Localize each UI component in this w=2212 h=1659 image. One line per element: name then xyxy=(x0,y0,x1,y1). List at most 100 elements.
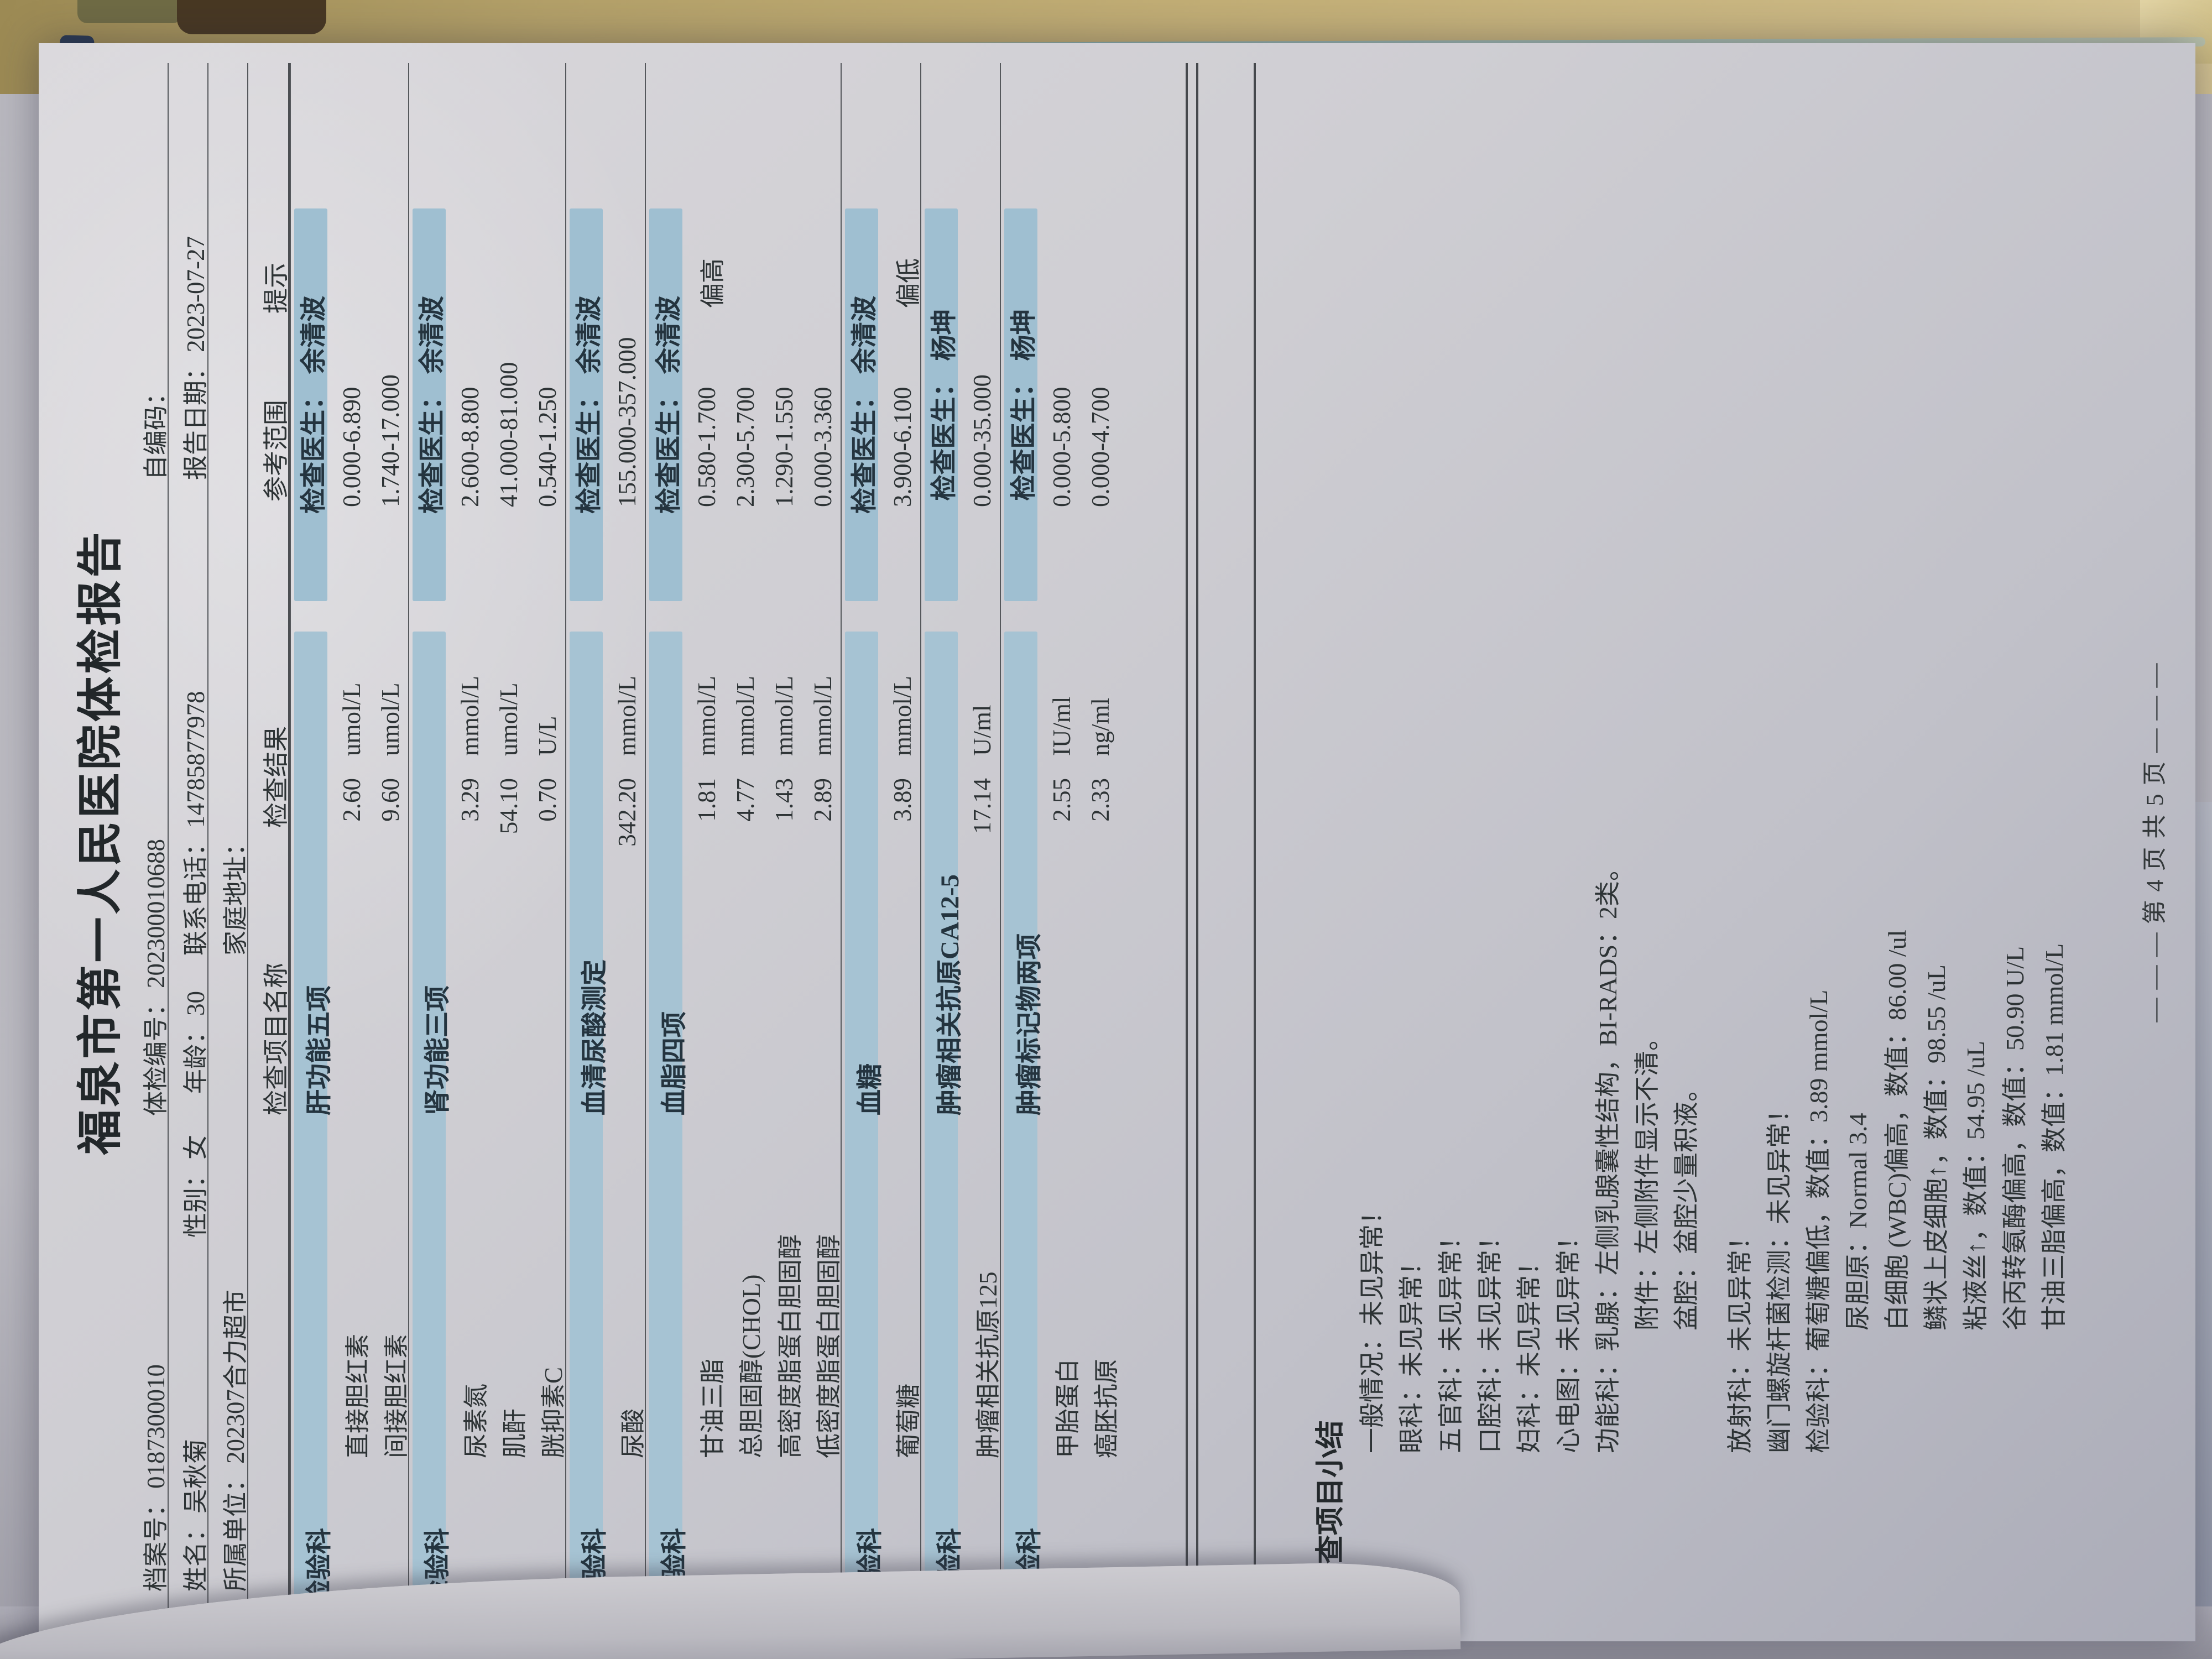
section-name: 肝功能五项 xyxy=(305,985,334,1115)
test-reference-range: 0.540-1.250 xyxy=(534,387,561,508)
section-doctor-chip: 检查医生： 余清波 xyxy=(294,208,328,601)
doctor-label: 检查医生： xyxy=(654,384,684,514)
test-row: 高密度脂蛋白胆固醇 1.43 mmol/L 1.290-1.550 xyxy=(763,63,804,1621)
test-row: 尿酸 342.20 mmol/L 155.000-357.000 xyxy=(606,63,647,1621)
info-label: 档案号： xyxy=(142,1491,170,1592)
info-value: 202300010688 xyxy=(142,838,170,988)
test-result-value: 9.60 xyxy=(377,778,404,822)
info-label: 性别： xyxy=(182,1162,210,1238)
section-band-background xyxy=(413,632,446,1621)
test-row: 肌酐 54.10 umol/L 41.000-81.000 xyxy=(488,63,529,1621)
test-item-name: 肿瘤相关抗原125 xyxy=(974,1271,1002,1458)
test-item-name: 甘油三脂 xyxy=(699,1358,727,1458)
info-field: 档案号：0187300010 xyxy=(135,1364,171,1592)
info-field: 体检编号： 202300010688 xyxy=(135,839,171,1116)
test-result-unit: mmol/L xyxy=(732,676,759,756)
col-header-hint: 提示 xyxy=(262,263,290,314)
info-field: 年龄： 30 xyxy=(175,991,211,1094)
summary-line: 附件：左侧附件显示不清。 xyxy=(1633,1025,1661,1331)
report-content: 福泉市第一人民医院体检报告 档案号：0187300010 体检编号： 2023000… xyxy=(39,43,2170,1641)
background-object xyxy=(77,0,182,23)
section-band-background xyxy=(649,632,682,1621)
background-object-dark xyxy=(177,0,326,34)
section-doctor-chip: 检查医生： 余清波 xyxy=(570,208,604,601)
doctor-label: 检查医生： xyxy=(418,384,447,514)
summary-line: 妇科：未见异常！ xyxy=(1515,1250,1543,1453)
test-result-value: 1.43 xyxy=(770,778,798,822)
test-reference-range: 2.300-5.700 xyxy=(732,387,759,508)
info-field: 所属单位： 202307合力超市 xyxy=(215,1290,251,1592)
test-result-value: 54.10 xyxy=(495,778,523,834)
info-value: 202307合力超市 xyxy=(222,1289,249,1464)
section-header-band: 检验科 肿瘤相关抗原CA12-5 检查医生： 杨坤 xyxy=(920,63,964,1621)
test-result-unit: mmol/L xyxy=(889,676,916,756)
divider-line xyxy=(1254,63,1256,1621)
col-header-result: 检查结果 xyxy=(262,726,290,828)
doctor-name: 杨坤 xyxy=(1009,309,1039,361)
info-value: 吴秋菊 xyxy=(182,1438,210,1514)
doctor-label: 检查医生： xyxy=(850,384,879,514)
test-reference-range: 1.740-17.000 xyxy=(377,374,404,507)
test-result-value: 342.20 xyxy=(613,778,641,847)
section-band-background xyxy=(1004,632,1037,1621)
test-hint: 偏高 xyxy=(699,258,727,308)
test-reference-range: 0.000-3.360 xyxy=(809,387,837,508)
section-header-band: 检验科 血脂四项 检查医生： 余清波 xyxy=(645,63,689,1621)
test-reference-range: 41.000-81.000 xyxy=(495,362,523,508)
report-page: 福泉市第一人民医院体检报告 档案号：0187300010 体检编号： 2023000… xyxy=(39,43,2195,1641)
test-item-name: 癌胚抗原 xyxy=(1093,1358,1120,1458)
section-band-background xyxy=(294,632,327,1621)
section-header-band: 检验科 血清尿酸测定 检查医生： 余清波 xyxy=(565,63,609,1621)
section-band-background xyxy=(570,632,603,1621)
test-row: 甘油三脂 1.81 mmol/L 0.580-1.700 偏高 xyxy=(686,63,727,1621)
doctor-name: 余清波 xyxy=(299,296,328,374)
summary-heading: 检查项目小结 xyxy=(1315,1420,1347,1593)
doctor-name: 余清波 xyxy=(418,296,447,374)
info-field: 家庭地址： xyxy=(215,828,251,956)
section-name: 血脂四项 xyxy=(660,1011,689,1115)
test-result-unit: mmol/L xyxy=(693,676,721,756)
report-title: 福泉市第一人民医院体检报告 xyxy=(75,529,126,1155)
test-row: 低密度脂蛋白胆固醇 2.89 mmol/L 0.000-3.360 xyxy=(802,63,843,1621)
section-name: 肿瘤相关抗原CA12-5 xyxy=(936,874,964,1115)
test-result-unit: U/L xyxy=(534,716,561,757)
page-number-footer: — — — 第 4 页 共 5 页 — — — xyxy=(2141,662,2168,1022)
test-result-value: 4.77 xyxy=(732,778,759,822)
test-result-value: 17.14 xyxy=(968,778,996,834)
doctor-label: 检查医生： xyxy=(1009,371,1039,501)
test-row: 总胆固醇(CHOL) 4.77 mmol/L 2.300-5.700 xyxy=(724,63,765,1621)
test-reference-range: 155.000-357.000 xyxy=(613,337,641,508)
section-header-band: 检验科 肿瘤标记物两项 检查医生： 杨坤 xyxy=(1000,63,1044,1621)
info-value: 14785877978 xyxy=(182,691,210,828)
info-field: 联系电话： 14785877978 xyxy=(175,691,211,956)
test-item-name: 葡萄糖 xyxy=(895,1383,922,1458)
summary-lines: 一般情况：未见异常！ 眼科：未见异常！ 五官科：未见异常！ 口腔科：未见异常！ 妇科：未… xyxy=(1353,43,2074,1641)
summary-line: 谷丙转氨酶偏高，数值：50.90 U/L xyxy=(2001,946,2029,1331)
test-result-unit: mmol/L xyxy=(809,676,837,756)
info-label: 所属单位： xyxy=(222,1467,249,1592)
test-item-name: 高密度脂蛋白胆固醇 xyxy=(776,1234,804,1458)
section-name: 肾功能三项 xyxy=(424,985,452,1115)
doctor-label: 检查医生： xyxy=(575,384,604,514)
test-reference-range: 0.000-35.000 xyxy=(968,374,996,507)
info-label: 联系电话： xyxy=(182,831,210,956)
section-name: 肿瘤标记物两项 xyxy=(1015,933,1044,1115)
test-result-value: 2.60 xyxy=(338,778,366,822)
summary-line: 粘液丝↑，数值：54.95 /uL xyxy=(1961,1041,1990,1331)
doctor-name: 余清波 xyxy=(654,296,684,374)
info-field: 自编码： xyxy=(135,377,171,480)
test-result-unit: mmol/L xyxy=(456,676,484,756)
test-result-value: 3.89 xyxy=(889,778,916,822)
info-label: 姓名： xyxy=(182,1516,210,1592)
info-value: 0187300010 xyxy=(142,1364,170,1489)
test-result-unit: umol/L xyxy=(495,682,523,757)
info-row: 档案号：0187300010 体检编号： 202300010688 自编码： xyxy=(129,63,171,1621)
doctor-name: 余清波 xyxy=(850,296,879,374)
test-result-value: 2.55 xyxy=(1048,778,1076,822)
test-item-name: 直接胆红素 xyxy=(344,1333,372,1458)
info-label: 家庭地址： xyxy=(222,831,249,956)
test-reference-range: 0.580-1.700 xyxy=(693,387,721,508)
test-result-unit: U/ml xyxy=(968,705,996,756)
test-item-name: 总胆固醇(CHOL) xyxy=(738,1274,765,1458)
summary-line: 盆腔：盆腔少量积液。 xyxy=(1672,1076,1700,1331)
